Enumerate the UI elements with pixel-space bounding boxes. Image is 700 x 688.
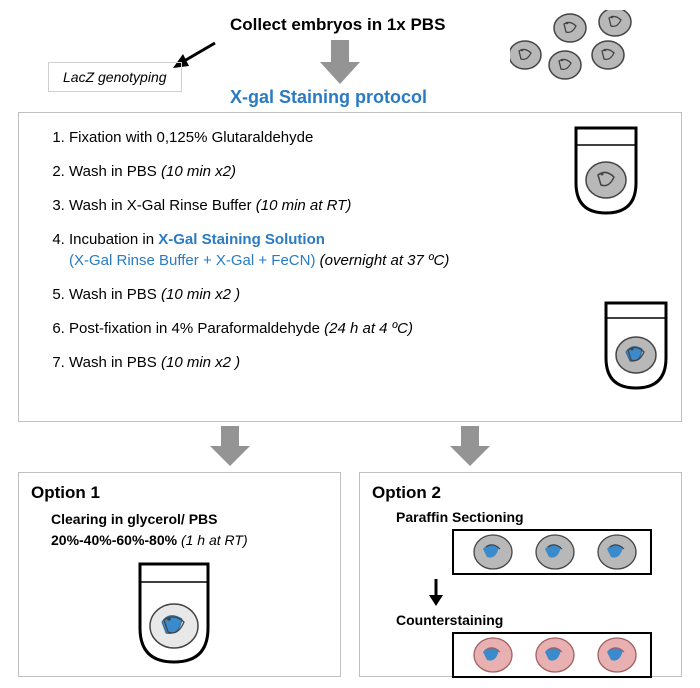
options-row: Option 1 Clearing in glycerol/ PBS 20%-4… — [18, 472, 682, 677]
tube-unstained-icon — [571, 123, 641, 218]
protocol-step: Post-fixation in 4% Paraformaldehyde (24… — [69, 318, 663, 339]
option2-counterstain-label: Counterstaining — [396, 612, 669, 628]
protocol-box: Fixation with 0,125% Glutaraldehyde Wash… — [18, 112, 682, 422]
embryo-cluster-icon — [510, 10, 650, 95]
option1-title: Option 1 — [31, 483, 328, 503]
option1-text: Clearing in glycerol/ PBS 20%-40%-60%-80… — [51, 509, 328, 551]
tube-cleared-icon — [134, 558, 214, 668]
down-arrow-icon — [448, 426, 492, 468]
counterstain-slide-icon — [452, 632, 652, 678]
option2-box: Option 2 Paraffin Sectioning Counterstai… — [359, 472, 682, 677]
header-down-arrow — [318, 40, 362, 86]
protocol-step: Wash in PBS (10 min x2 ) — [69, 284, 663, 305]
protocol-step: Wash in PBS (10 min x2 ) — [69, 352, 663, 373]
split-arrows — [10, 426, 690, 468]
xgal-staining-title: X-gal Staining protocol — [230, 87, 427, 108]
down-arrow-icon — [208, 426, 252, 468]
collect-embryos-title: Collect embryos in 1x PBS — [230, 15, 445, 35]
tube-stained-icon — [601, 298, 671, 393]
paraffin-slide-icon — [452, 529, 652, 575]
option1-box: Option 1 Clearing in glycerol/ PBS 20%-4… — [18, 472, 341, 677]
option2-title: Option 2 — [372, 483, 669, 503]
protocol-step: Incubation in X-Gal Staining Solution(X-… — [69, 229, 663, 271]
option2-paraffin-label: Paraffin Sectioning — [396, 509, 669, 525]
header-region: Collect embryos in 1x PBS LacZ genotypin… — [10, 10, 690, 110]
lacz-genotyping-box: LacZ genotyping — [48, 62, 182, 92]
counterstain-arrow — [427, 579, 445, 607]
